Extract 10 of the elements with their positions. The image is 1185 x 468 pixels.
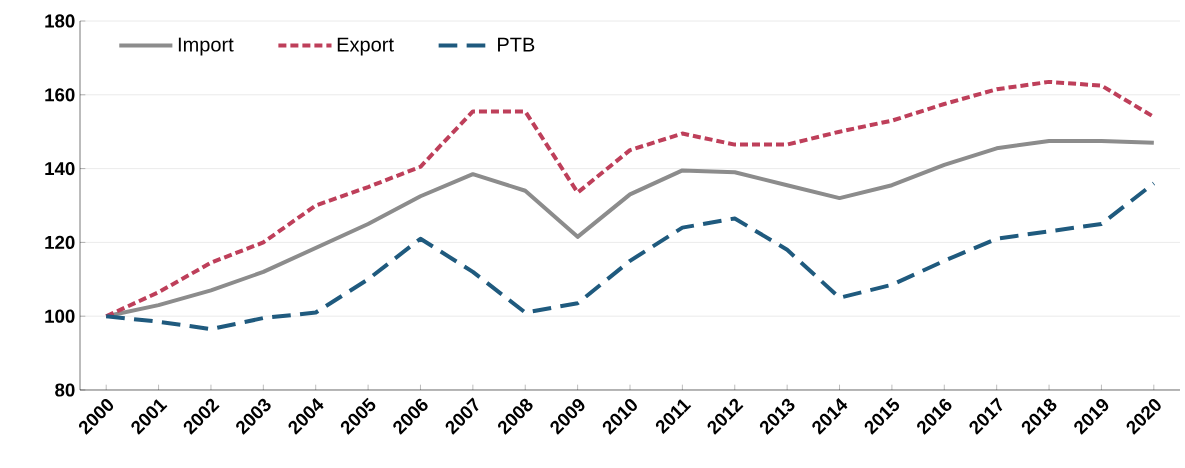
- y-tick-label: 140: [45, 161, 75, 176]
- legend-label: Export: [337, 37, 394, 56]
- y-tick-label: 80: [55, 383, 75, 397]
- line-series: [104, 181, 1156, 332]
- y-tick-label: 160: [45, 88, 75, 102]
- y-tick-label: 180: [45, 14, 75, 28]
- legend-label: Import: [178, 37, 234, 56]
- legend-label: PTB: [498, 37, 535, 52]
- y-tick-label: 100: [45, 309, 75, 323]
- y-tick-label: 120: [45, 235, 75, 250]
